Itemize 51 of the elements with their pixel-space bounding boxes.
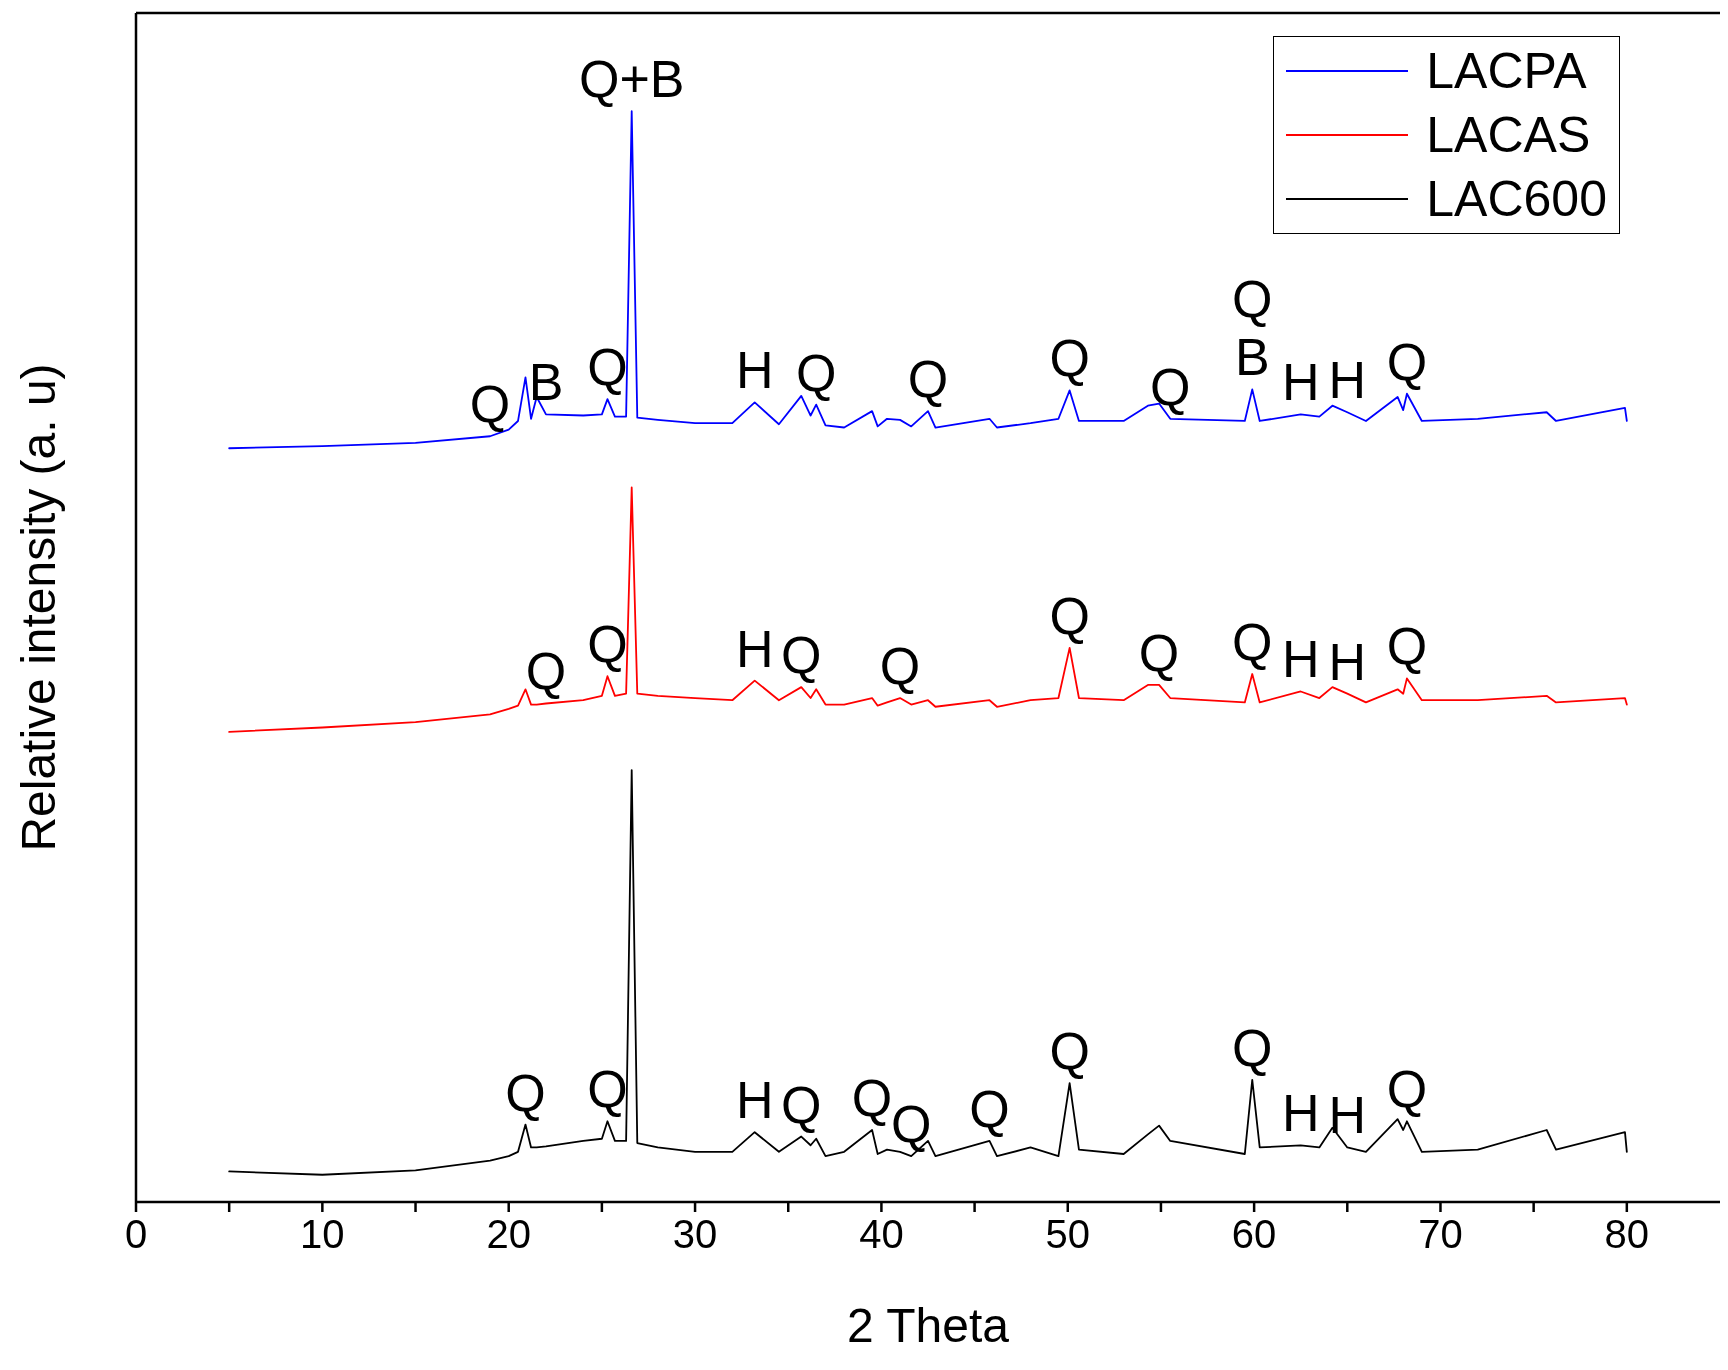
annotation: H bbox=[1281, 630, 1320, 689]
annotation: Q bbox=[969, 1079, 1010, 1138]
x-axis-title: 2 Theta bbox=[847, 1299, 1010, 1352]
annotation: Q bbox=[587, 615, 628, 674]
annotation: Q bbox=[851, 1069, 893, 1128]
legend-label: LACAS bbox=[1426, 106, 1591, 164]
annotation: Q bbox=[1386, 1060, 1428, 1119]
annotation: Q bbox=[1049, 1022, 1090, 1081]
annotation: Q bbox=[1386, 332, 1428, 391]
annotation: H bbox=[735, 341, 774, 400]
x-tick-label: 10 bbox=[300, 1212, 345, 1257]
annotation: Q bbox=[1150, 357, 1191, 416]
annotation: Q bbox=[891, 1095, 932, 1154]
annotation: Q bbox=[1138, 623, 1180, 682]
x-tick-label: 40 bbox=[859, 1212, 904, 1257]
annotation: Q bbox=[781, 1075, 822, 1134]
x-tick-label: 30 bbox=[672, 1212, 718, 1257]
x-tick-label: 50 bbox=[1045, 1212, 1091, 1257]
annotation: Q bbox=[1386, 617, 1428, 676]
annotation: Q bbox=[795, 343, 837, 402]
annotation: Q bbox=[587, 1060, 628, 1119]
annotation: Q bbox=[525, 642, 567, 701]
annotation: H bbox=[1328, 1086, 1367, 1145]
annotation: H bbox=[1328, 351, 1367, 410]
annotation: H bbox=[1281, 1084, 1320, 1143]
annotation: Q bbox=[781, 626, 822, 685]
annotation: H bbox=[735, 619, 774, 678]
annotation: Q+B bbox=[578, 50, 685, 109]
annotation: Q bbox=[907, 350, 949, 409]
annotation: Q bbox=[505, 1063, 546, 1122]
annotation: Q bbox=[1049, 586, 1090, 645]
annotation: H bbox=[1328, 632, 1367, 691]
annotation: Q bbox=[879, 637, 921, 696]
legend-label: LAC600 bbox=[1426, 170, 1607, 228]
x-tick-label: 80 bbox=[1604, 1212, 1650, 1257]
annotation: B bbox=[528, 353, 564, 412]
annotation: H bbox=[735, 1071, 774, 1130]
annotation: B bbox=[1234, 328, 1270, 387]
x-tick-label: 20 bbox=[486, 1212, 531, 1257]
x-tick-label: 70 bbox=[1418, 1212, 1463, 1257]
annotation: Q bbox=[1232, 613, 1273, 672]
x-tick-label: 60 bbox=[1231, 1212, 1277, 1257]
annotation: H bbox=[1281, 353, 1320, 412]
x-tick-label: 0 bbox=[124, 1212, 148, 1257]
annotation: Q bbox=[469, 375, 511, 434]
legend-label: LACPA bbox=[1426, 42, 1587, 100]
annotation: Q bbox=[1049, 329, 1090, 388]
y-axis-title: Relative intensity (a. u) bbox=[12, 363, 66, 852]
annotation: Q bbox=[1232, 270, 1273, 329]
annotation: Q bbox=[1232, 1018, 1273, 1077]
annotation: Q bbox=[587, 338, 628, 397]
